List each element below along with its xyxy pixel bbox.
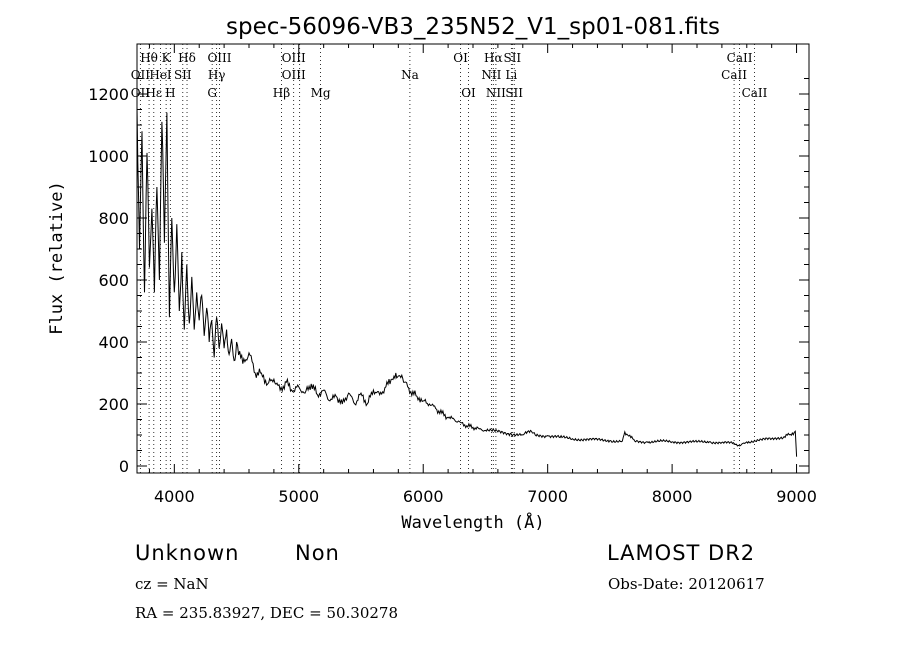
y-tick-label: 0 [119,457,129,476]
spectral-line-label: Mg [311,86,331,100]
spectral-line-label: OIII [207,51,231,65]
class-label: Unknown [135,541,240,565]
cz-value: cz = NaN [135,575,209,593]
spectral-line-label: Hβ [273,86,290,100]
spectral-line-label: CaII [742,86,768,100]
y-tick-label: 600 [98,271,129,290]
spectral-line-label: Hε [145,86,162,100]
chart-title: spec-56096-VB3_235N52_V1_sp01-081.fits [226,14,720,40]
spectral-line-label: Hγ [208,68,226,82]
x-tick-label: 5000 [278,487,319,506]
spectral-line-label: OII [131,86,151,100]
spectral-line-label: Hδ [178,51,196,65]
survey-label: LAMOST DR2 [607,541,756,565]
plot-frame [136,43,810,474]
spectral-line-label: OI [461,86,476,100]
y-axis-label: Flux (relative) [47,181,67,335]
spectral-line-label: CaII [721,68,747,82]
spectral-line-label: SII [503,51,521,65]
spectral-line-label: SII [505,86,523,100]
spectral-line-label: Na [401,68,419,82]
spectral-line-label: OI [453,51,468,65]
flux-series-line [136,106,798,457]
spectral-line-label: NII [481,68,501,82]
y-tick-label: 800 [98,209,129,228]
x-tick-label: 7000 [527,487,568,506]
y-tick-label: 1000 [88,147,129,166]
spectral-line-label: OIII [282,51,306,65]
obs-date: Obs-Date: 20120617 [608,575,765,593]
x-tick-label: 8000 [652,487,693,506]
x-axis-label: Wavelength (Å) [401,511,544,533]
spectral-line-label: H [165,86,175,100]
y-tick-label: 400 [98,333,129,352]
coordinates: RA = 235.83927, DEC = 50.30278 [135,604,399,622]
spectral-line-label: SII [174,68,192,82]
spectral-line-label: HeI [149,68,172,82]
y-tick-label: 200 [98,395,129,414]
spectral-line-label: OIII [282,68,306,82]
spectral-line-label: Li [505,68,517,82]
x-tick-label: 9000 [776,487,817,506]
spectral-line-label: CaII [727,51,753,65]
spectral-line-label: Hθ [140,51,158,65]
spectral-line-label: G [207,86,217,100]
x-tick-label: 6000 [403,487,444,506]
spectral-line-label: Hα [484,51,503,65]
y-tick-label: 1200 [88,85,129,104]
spectral-line-label: OII [131,68,151,82]
subclass-label: Non [295,541,340,565]
spectral-line-label: K [162,51,172,65]
spectral-line-label: NII [486,86,506,100]
x-tick-label: 4000 [154,487,195,506]
